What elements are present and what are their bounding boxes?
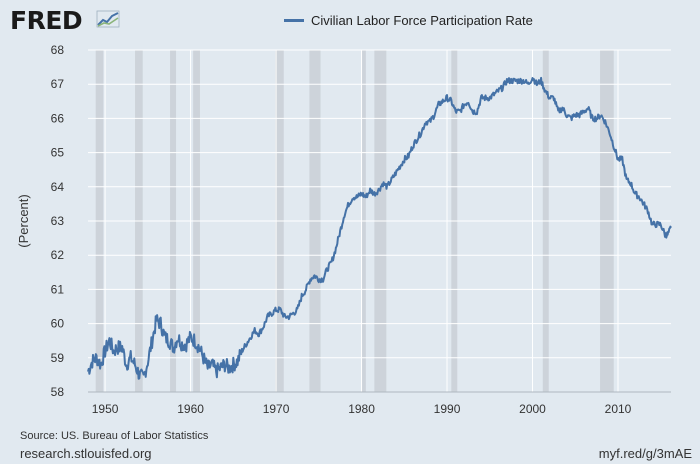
y-axis-label: (Percent) [16, 194, 31, 247]
y-tick-label: 66 [51, 111, 65, 125]
x-axis: 1950 1960 1970 1980 1990 2000 2010 [88, 391, 671, 416]
y-tick-label: 60 [51, 317, 65, 331]
x-tick-label: 1970 [263, 402, 290, 416]
y-axis: 58 59 60 61 62 63 64 65 66 67 68 [51, 43, 65, 399]
x-tick-label: 2000 [519, 402, 546, 416]
y-tick-label: 61 [51, 282, 65, 296]
trend-graph-icon [96, 10, 120, 28]
y-tick-label: 65 [51, 146, 65, 160]
series-line-participation-rate [87, 76, 672, 380]
y-tick-label: 59 [51, 351, 65, 365]
fred-logo: FRED [10, 6, 83, 35]
x-tick-label: 1990 [434, 402, 461, 416]
chart-legend: Civilian Labor Force Participation Rate [284, 13, 533, 28]
x-tick-label: 2010 [605, 402, 632, 416]
x-tick-label: 1980 [348, 402, 375, 416]
x-tick-label: 1950 [92, 402, 119, 416]
y-tick-label: 58 [51, 385, 65, 399]
source-note: Source: US. Bureau of Labor Statistics [20, 430, 209, 442]
legend-swatch [284, 19, 304, 22]
y-tick-label: 68 [51, 43, 65, 57]
y-tick-label: 64 [51, 180, 65, 194]
series-layer [87, 76, 672, 380]
y-tick-label: 62 [51, 248, 65, 262]
x-tick-label: 1960 [177, 402, 204, 416]
site-link[interactable]: research.stlouisfed.org [20, 446, 152, 461]
short-link[interactable]: myf.red/g/3mAE [598, 446, 692, 461]
y-tick-label: 63 [51, 214, 65, 228]
y-tick-label: 67 [51, 77, 65, 91]
legend-entry: Civilian Labor Force Participation Rate [311, 13, 533, 28]
